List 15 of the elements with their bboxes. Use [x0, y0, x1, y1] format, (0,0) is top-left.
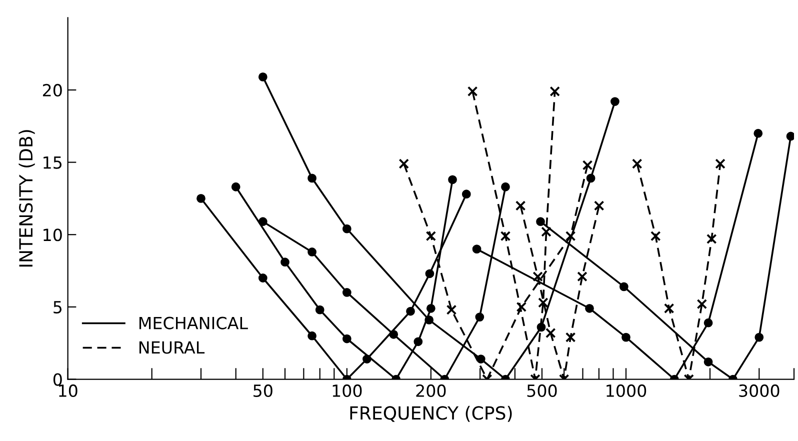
y-tick-label: 10 — [44, 228, 62, 242]
y-tick-label: 5 — [54, 301, 62, 314]
x-tick-label: 50 — [254, 384, 272, 398]
x-tick-label: 100 — [332, 384, 362, 398]
legend-label: NEURAL — [139, 341, 205, 354]
x-axis-title: FREQUENCY (CPS) — [350, 406, 512, 422]
x-tick-label: 200 — [416, 384, 446, 398]
x-tick-label: 1000 — [606, 384, 646, 398]
y-tick-label: 0 — [53, 373, 62, 386]
x-tick-label: 500 — [527, 384, 557, 398]
y-axis-title: INTENSITY (DB) — [18, 130, 35, 267]
y-tick-label: 15 — [44, 156, 62, 169]
y-tick-label: 20 — [42, 84, 62, 97]
x-tick-label: 3000 — [739, 384, 780, 398]
legend-label: MECHANICAL — [139, 316, 248, 330]
